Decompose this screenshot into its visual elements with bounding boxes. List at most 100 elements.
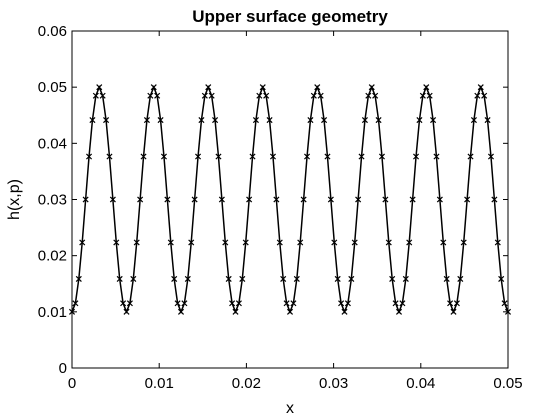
data-point-marker [208,92,215,99]
y-tick-label: 0.01 [38,304,67,321]
data-point-marker [334,275,341,282]
data-point-marker [324,153,331,160]
data-point-marker [218,196,225,203]
data-point-marker [116,275,123,282]
data-point-marker [126,300,133,307]
data-point-marker [304,153,311,160]
data-point-marker [413,153,420,160]
data-point-marker [314,84,321,91]
data-point-marker [494,239,501,246]
data-point-marker [123,308,130,315]
data-point-marker [205,84,212,91]
data-point-marker [395,308,403,315]
data-point-marker [150,84,157,91]
data-point-marker [283,300,290,307]
data-point-marker [467,153,474,160]
data-point-marker [392,300,399,307]
data-point-marker [96,84,103,91]
data-point-marker [338,300,345,307]
data-point-marker [164,196,171,203]
data-point-marker [103,117,110,124]
data-point-marker [450,308,457,315]
data-point-marker [470,117,477,124]
data-point-marker [290,300,297,307]
data-point-marker [430,117,437,124]
data-point-marker [348,275,355,282]
data-point-marker [484,117,491,124]
data-point-marker [297,239,304,246]
data-point-marker [188,239,195,246]
y-tick-label: 0.03 [38,192,67,209]
data-point-marker [184,275,191,282]
data-point-marker [378,153,385,160]
data-point-marker [487,153,494,160]
x-tick-label: 0 [68,375,76,392]
data-point-marker [355,196,362,203]
data-point-marker [222,239,229,246]
data-point-marker [212,117,219,124]
data-point-marker [160,153,167,160]
y-tick-label: 0.04 [38,135,67,152]
x-axis-label: x [286,400,294,417]
data-point-marker [174,300,181,307]
data-point-marker [358,153,365,160]
data-point-marker [402,275,409,282]
data-point-marker [327,196,334,203]
data-point-marker [246,196,253,203]
data-point-marker [82,196,89,203]
y-tick-label: 0.02 [38,248,67,265]
data-point-marker [341,308,348,315]
data-point-marker [501,300,508,307]
data-point-marker [99,92,106,99]
data-point-marker [225,275,232,282]
data-point-marker [351,239,358,246]
data-point-marker [154,92,161,99]
data-point-marker [120,300,127,307]
data-point-marker [143,117,150,124]
data-point-marker [464,196,471,203]
x-tick-label: 0.03 [319,375,348,392]
data-point-marker [365,92,372,99]
data-point-marker [273,196,280,203]
data-point-marker [259,84,266,91]
data-point-marker [89,117,96,124]
data-point-marker [252,117,259,124]
data-point-marker [321,117,328,124]
data-point-marker [385,239,392,246]
chart-title: Upper surface geometry [192,7,388,26]
data-point-marker [147,92,154,99]
data-point-marker [293,275,300,282]
data-point-marker [171,275,178,282]
plot-frame [71,30,509,369]
data-point-marker [181,300,188,307]
y-axis-label: h(x,p) [6,179,23,220]
data-point-marker [477,84,484,91]
data-point-marker [229,300,236,307]
data-point-marker [215,153,222,160]
data-point-marker [310,92,317,99]
data-point-marker [426,92,433,99]
data-point-marker [239,275,246,282]
data-point-marker [266,117,273,124]
data-point-marker [375,117,382,124]
data-point-marker [317,92,324,99]
data-point-marker [167,239,174,246]
data-point-marker [443,275,450,282]
x-tick-label: 0.02 [232,375,261,392]
data-point-marker [133,239,140,246]
data-point-marker [433,153,440,160]
data-point-marker [406,239,413,246]
series-group [68,84,512,315]
y-tick-label: 0 [59,360,67,377]
data-point-marker [419,92,426,99]
data-point-marker [344,300,351,307]
data-point-marker [460,239,467,246]
data-point-marker [130,275,137,282]
data-point-marker [409,196,416,203]
data-point-marker [368,84,375,91]
data-point-marker [276,239,283,246]
data-point-marker [157,117,164,124]
x-tick-label: 0.05 [493,375,522,392]
data-point-marker [256,92,263,99]
data-point-marker [457,275,464,282]
